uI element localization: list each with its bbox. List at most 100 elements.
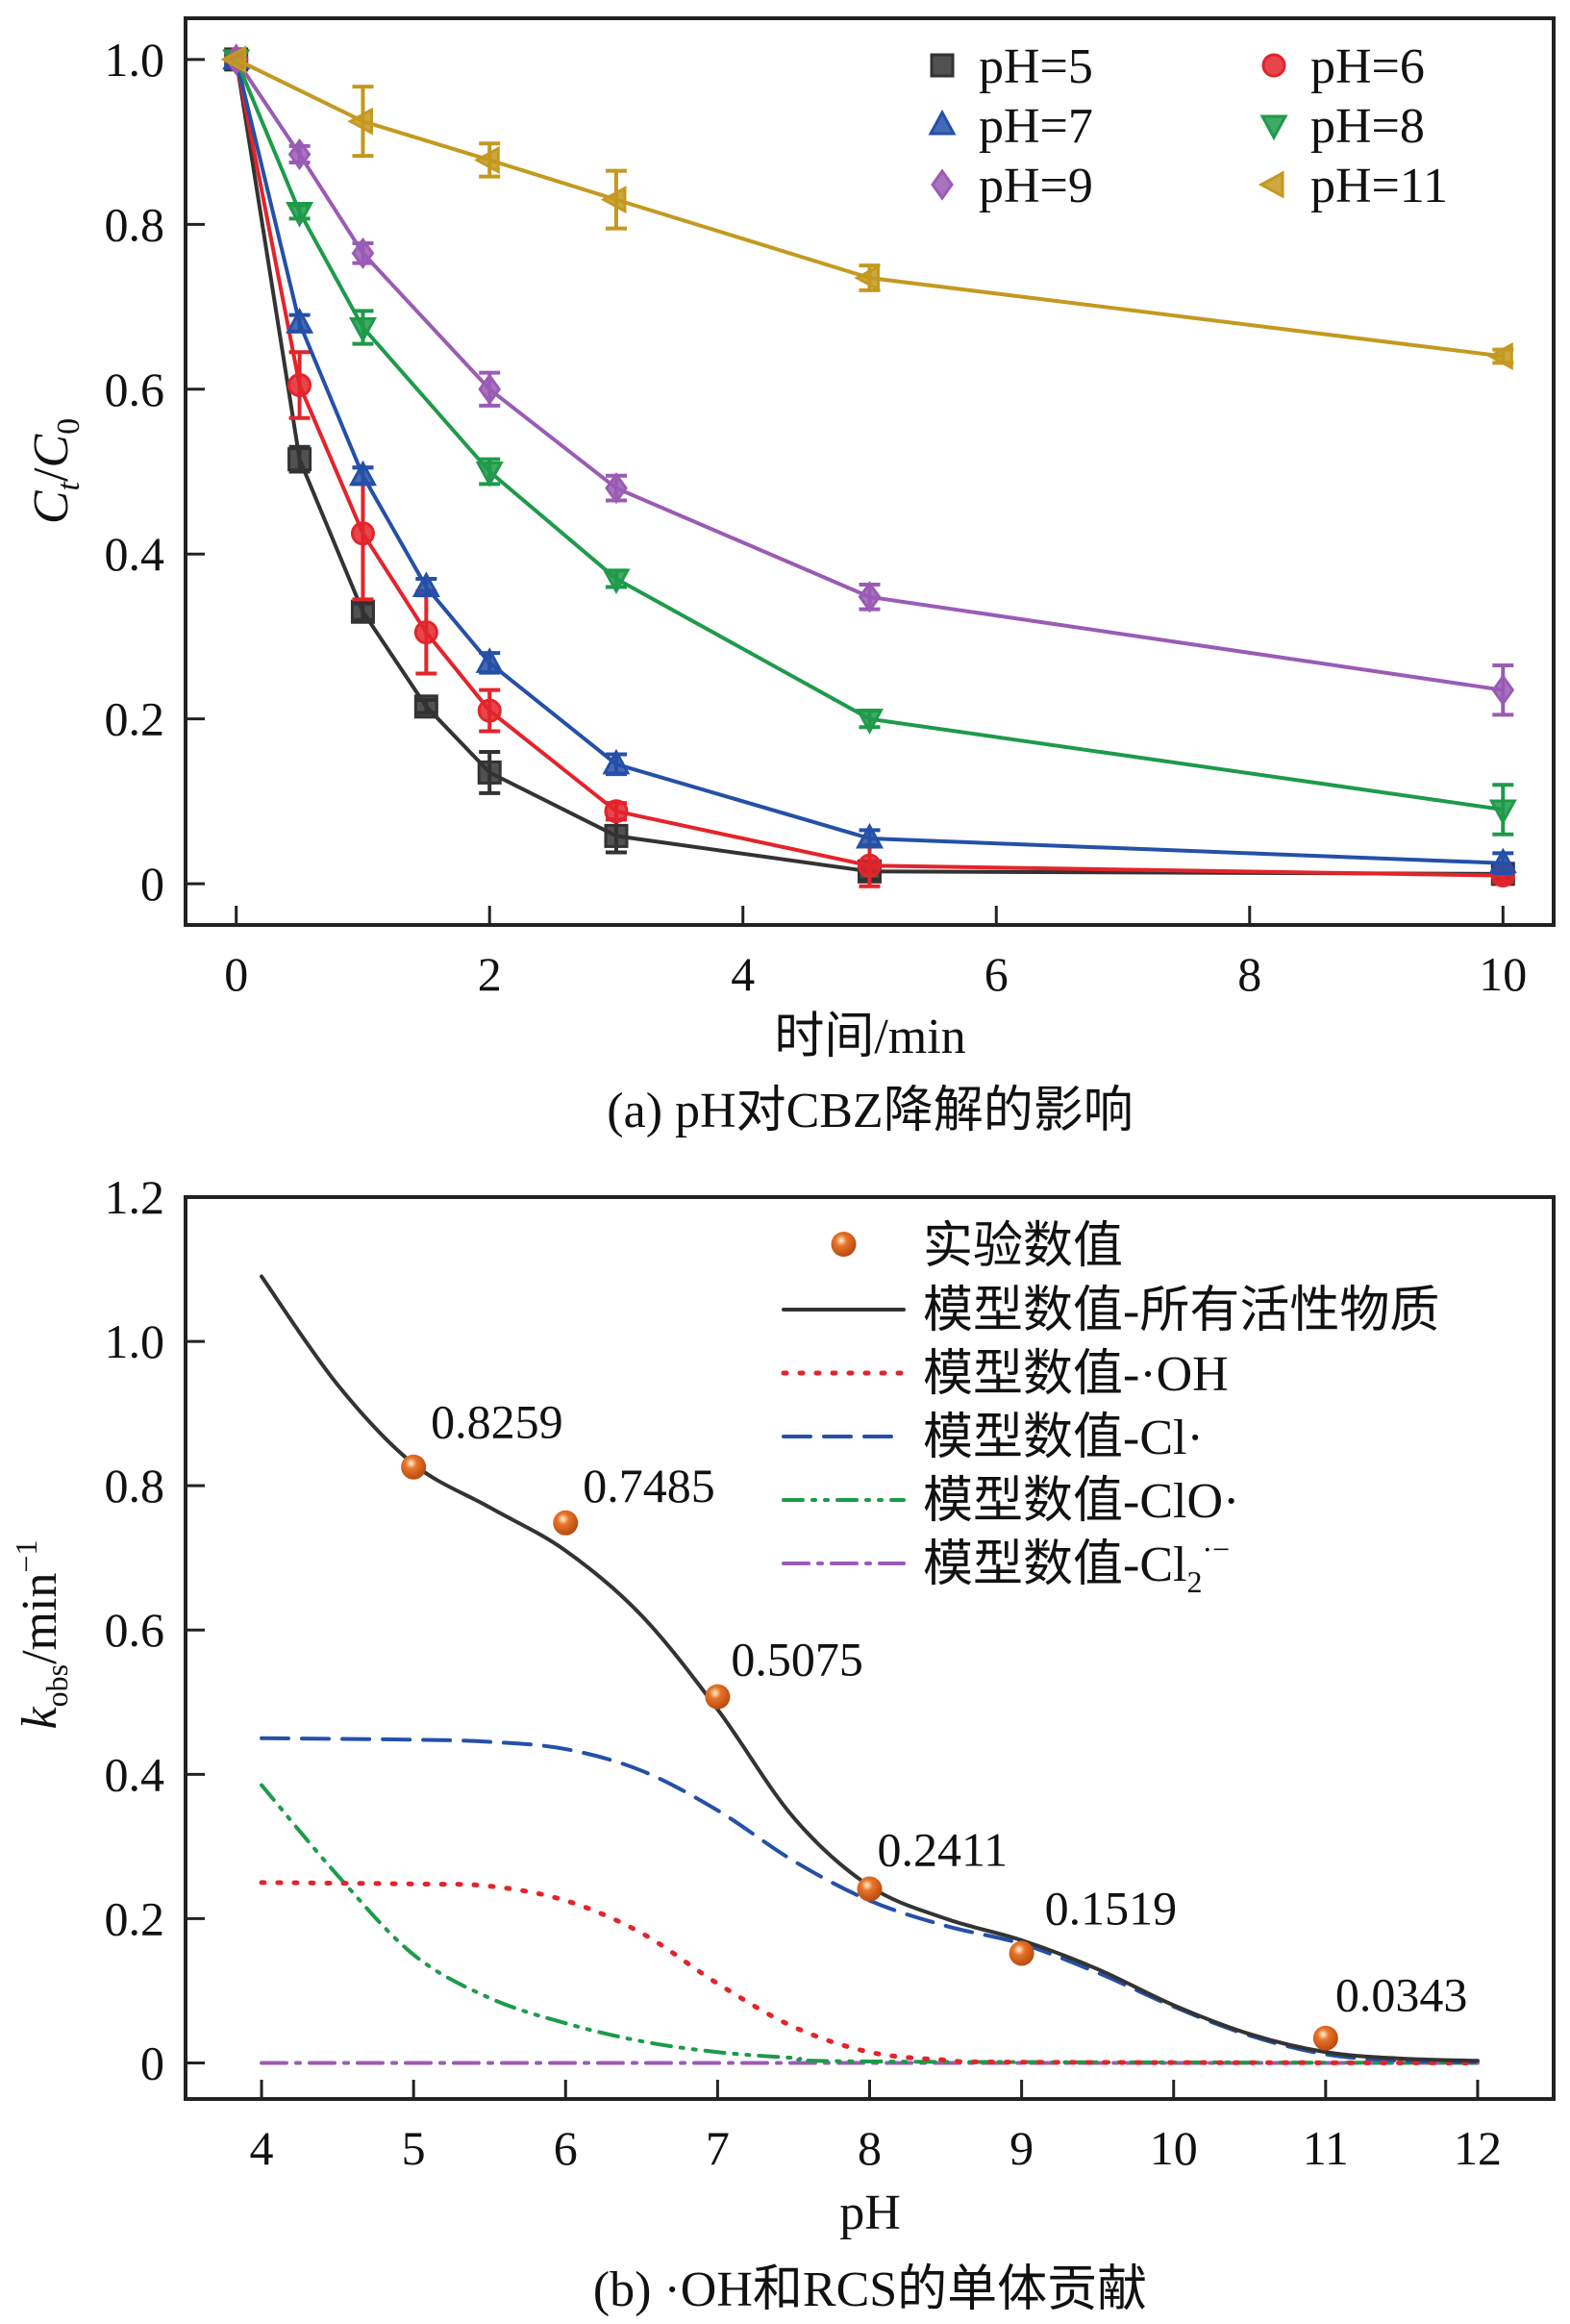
x-tick-label: 11 (1303, 2121, 1349, 2175)
x-tick-label: 8 (858, 2121, 882, 2175)
data-point (1487, 341, 1513, 371)
data-point (475, 462, 504, 487)
series-line-pH=7 (234, 59, 1504, 865)
x-tick-label: 7 (706, 2121, 730, 2175)
legend-label: pH=8 (1310, 99, 1425, 154)
y-tick-label: 1.0 (105, 33, 165, 87)
data-label: 0.5075 (731, 1633, 863, 1687)
data-point (350, 521, 375, 546)
y-tick-label: 0.8 (105, 197, 165, 251)
x-tick-label: 2 (478, 947, 502, 1001)
data-point (1491, 674, 1515, 707)
data-point (855, 709, 885, 735)
chart-b-xlabel: pH (839, 2186, 901, 2240)
series-line-pH=11 (235, 58, 1504, 359)
data-point (604, 799, 629, 824)
plot-frame (184, 16, 1556, 927)
legend-label: 实验数值 (923, 1219, 1123, 1274)
legend-label: pH=11 (1310, 159, 1448, 213)
legend-label: 模型数值-ClO· (923, 1474, 1239, 1529)
x-tick-label: 10 (1150, 2121, 1198, 2175)
legend-label: 模型数值-Cl· (923, 1411, 1204, 1465)
data-point (1488, 847, 1517, 874)
legend-label: pH=5 (979, 39, 1093, 94)
x-tick-label: 9 (1009, 2121, 1034, 2175)
data-point (477, 760, 502, 785)
model-curve (259, 1880, 1481, 2065)
legend-marker-pH=11 (1258, 170, 1284, 199)
experimental-point (401, 1454, 427, 1480)
y-tick-label: 0.4 (105, 527, 165, 581)
data-point (602, 748, 631, 775)
data-point (600, 186, 627, 214)
data-point (474, 145, 500, 174)
y-tick-label: 0.4 (105, 1747, 165, 1801)
data-label: 0.8259 (431, 1395, 562, 1449)
chart-a-caption: (a) pH对CBZ降解的影响 (607, 1084, 1133, 1138)
data-point (604, 823, 629, 848)
x-tick-label: 0 (224, 947, 248, 1001)
y-tick-label: 1.0 (105, 1314, 165, 1368)
data-point (347, 107, 373, 136)
chart-b-contribution: 4 5 6 7 8 9 10 11 12 0 0.2 0.4 0.6 0.8 1.0 1.2 0.8259 0.7… (105, 1170, 1556, 2175)
data-point (858, 581, 882, 613)
chart-b-caption: (b) ·OH和RCS的单体贡献 (593, 2262, 1147, 2317)
legend-label: pH=9 (979, 159, 1093, 213)
experimental-point (553, 1510, 579, 1536)
data-point (286, 308, 314, 334)
data-label: 0.7485 (583, 1459, 715, 1512)
x-tick-label: 12 (1454, 2121, 1502, 2175)
data-point (413, 694, 438, 719)
legend-marker-pH=6 (1261, 53, 1286, 78)
data-point (411, 571, 440, 598)
legend-marker-pH=9 (931, 168, 954, 201)
legend-label: 模型数值-·OH (923, 1347, 1229, 1402)
data-point (605, 472, 628, 505)
series-line-pH=5 (234, 59, 1504, 876)
data-label: 0.0343 (1335, 1968, 1468, 2022)
y-tick-label: 0 (140, 857, 164, 911)
data-point (854, 263, 880, 292)
data-point (348, 316, 377, 343)
x-tick-label: 6 (984, 947, 1009, 1001)
y-tick-label: 0.2 (105, 1891, 165, 1945)
data-point (351, 237, 375, 269)
data-point (348, 460, 377, 487)
x-tick-label: 4 (731, 947, 755, 1001)
data-point (475, 647, 504, 673)
data-point (287, 372, 312, 397)
legend-marker-experimental (831, 1232, 857, 1257)
data-point (1488, 799, 1517, 826)
legend-marker-pH=7 (928, 109, 957, 136)
y-tick-label: 0 (140, 2036, 164, 2089)
data-label: 0.2411 (878, 1823, 1009, 1877)
legend-label: 模型数值-Cl2·− (923, 1532, 1230, 1599)
x-tick-label: 4 (250, 2121, 274, 2175)
data-point (855, 822, 885, 849)
data-point (413, 620, 438, 645)
experimental-point (1312, 2025, 1338, 2051)
data-point (286, 201, 314, 228)
data-point (287, 447, 312, 472)
chart-b-ylabel: kobs/min−1 (9, 1540, 74, 1730)
x-tick-label: 6 (554, 2121, 578, 2175)
experimental-point (1009, 1940, 1034, 1966)
experimental-point (705, 1684, 731, 1710)
data-label: 0.1519 (1045, 1881, 1178, 1935)
x-tick-label: 5 (402, 2121, 426, 2175)
legend-marker-pH=8 (1259, 114, 1288, 141)
data-point (477, 698, 502, 723)
y-tick-label: 0.8 (105, 1459, 165, 1512)
model-curve (260, 1783, 1480, 2065)
data-point (287, 137, 312, 171)
data-point (220, 45, 247, 74)
experimental-point (857, 1876, 883, 1902)
x-tick-label: 8 (1237, 947, 1261, 1001)
x-tick-label: 10 (1479, 947, 1527, 1001)
y-tick-label: 0.2 (105, 692, 165, 746)
series-line-pH=6 (234, 59, 1504, 878)
model-curve (260, 1274, 1480, 2063)
legend-marker-pH=5 (930, 53, 955, 78)
